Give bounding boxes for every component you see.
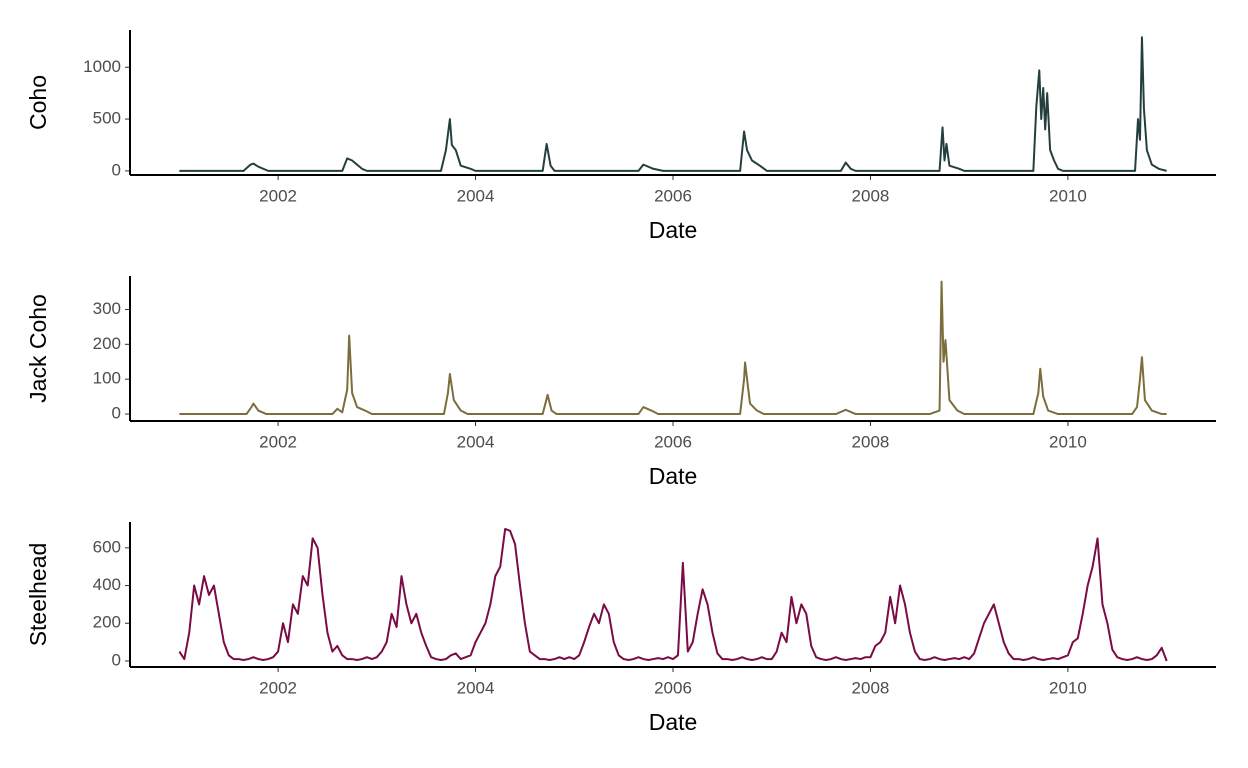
y-axis-title: Jack Coho (25, 294, 51, 403)
data-line (178, 527, 1168, 662)
x-tick-label: 2002 (259, 678, 297, 697)
data-line (179, 280, 1167, 416)
y-tick-label: 200 (93, 613, 121, 632)
data-line (179, 36, 1167, 172)
y-tick-label: 500 (93, 109, 121, 128)
x-tick-label: 2008 (852, 432, 890, 451)
x-tick-label: 2008 (852, 678, 890, 697)
x-tick-label: 2010 (1049, 678, 1087, 697)
x-axis-title: Date (649, 463, 698, 489)
y-tick-label: 100 (93, 369, 121, 388)
y-tick-label: 400 (93, 575, 121, 594)
y-tick-label: 0 (112, 650, 121, 669)
y-axis-title: Steelhead (25, 543, 51, 647)
y-tick-label: 200 (93, 334, 121, 353)
y-tick-label: 0 (112, 160, 121, 179)
x-tick-label: 2002 (259, 186, 297, 205)
y-tick-label: 0 (112, 404, 121, 423)
x-axis-title: Date (649, 709, 698, 735)
x-tick-label: 2006 (654, 186, 692, 205)
x-axis-title: Date (649, 217, 698, 243)
x-tick-label: 2006 (654, 678, 692, 697)
x-tick-label: 2010 (1049, 186, 1087, 205)
y-tick-label: 300 (93, 299, 121, 318)
x-tick-label: 2010 (1049, 432, 1087, 451)
x-tick-label: 2004 (457, 186, 495, 205)
x-tick-label: 2004 (457, 432, 495, 451)
y-axis-title: Coho (25, 75, 51, 130)
y-tick-label: 600 (93, 537, 121, 556)
x-tick-label: 2008 (852, 186, 890, 205)
x-tick-label: 2006 (654, 432, 692, 451)
x-tick-label: 2004 (457, 678, 495, 697)
x-tick-label: 2002 (259, 432, 297, 451)
y-tick-label: 1000 (83, 57, 121, 76)
